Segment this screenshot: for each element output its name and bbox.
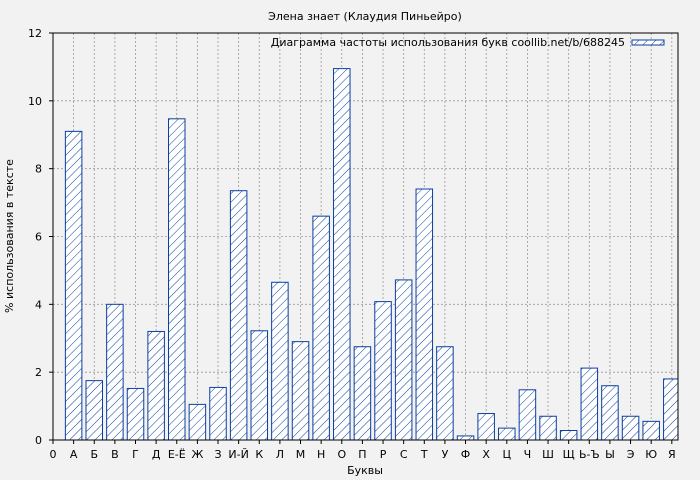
x-axis-label: Буквы (347, 464, 383, 477)
bar-Х (477, 413, 495, 440)
x-tick-label: И-Й (228, 448, 248, 461)
y-tick-label: 6 (35, 231, 42, 244)
x-tick-label: Ю (645, 448, 657, 461)
bar-Я (663, 378, 678, 440)
x-tick-label: Г (132, 448, 139, 461)
bar-Т (415, 188, 434, 440)
x-tick-label: Ш (542, 448, 554, 461)
plot-frame (52, 32, 679, 441)
bar-Г (126, 387, 145, 440)
x-tick-label: Т (420, 448, 428, 461)
legend: Диаграмма частоты использования букв coo… (271, 36, 665, 49)
x-tick-label: Н (317, 448, 325, 461)
bar-Ц (498, 427, 516, 440)
bar-Ч (518, 389, 537, 440)
x-tick-label: Я (668, 448, 676, 461)
x-tick-label: Е-Ё (168, 448, 186, 461)
bar-Р (374, 301, 392, 440)
chart-title: Элена знает (Клаудия Пиньейро) (268, 10, 462, 23)
x-tick-label: С (400, 448, 408, 461)
bar-Н (312, 215, 330, 440)
bar-Ь-Ъ (580, 367, 599, 440)
x-tick-label: Ж (191, 448, 203, 461)
bar-Б (85, 380, 104, 440)
bar-Ю (642, 420, 660, 440)
x-tick-label: Л (276, 448, 284, 461)
x-tick-label: М (296, 448, 306, 461)
bar-З (209, 386, 227, 440)
x-tick-label: П (358, 448, 366, 461)
bar-Ф (456, 435, 475, 440)
x-tick-label: З (214, 448, 221, 461)
x-tick-label: К (255, 448, 263, 461)
bar-И-Й (229, 190, 248, 440)
x-tick-label: А (70, 448, 78, 461)
y-tick-label: 10 (28, 95, 42, 108)
bar-Э (621, 415, 640, 440)
bar-К (250, 330, 269, 440)
bar-А (64, 130, 83, 440)
x-tick-label: Б (90, 448, 98, 461)
y-tick-label: 12 (28, 27, 42, 40)
x-tick-label: Д (152, 448, 161, 461)
y-tick-label: 2 (35, 366, 42, 379)
bar-С (394, 279, 413, 440)
x-tick-label: Х (482, 448, 490, 461)
x-tick-label: Ц (503, 448, 512, 461)
x-tick-label: Ь-Ъ (579, 448, 600, 461)
bars (64, 68, 678, 440)
bar-У (436, 346, 454, 440)
x-tick-label: Р (380, 448, 387, 461)
bar-Щ (559, 430, 578, 440)
x-tick-label: Щ (563, 448, 575, 461)
bar-Ы (601, 385, 619, 440)
y-axis-label: % использования в тексте (3, 159, 16, 313)
bar-О (333, 68, 351, 440)
bar-Ж (188, 403, 207, 440)
legend-label: Диаграмма частоты использования букв coo… (271, 36, 625, 49)
y-tick-label: 0 (35, 434, 42, 447)
x-tick-label: У (442, 448, 449, 461)
bar-Л (271, 281, 289, 440)
bar-М (291, 341, 310, 440)
bar-П (353, 346, 372, 440)
bar-Ш (539, 415, 557, 440)
x-tick-label: О (337, 448, 346, 461)
x-tick-label: В (111, 448, 119, 461)
x-tick-label: Ы (605, 448, 615, 461)
bar-Д (147, 330, 165, 440)
bar-В (106, 303, 124, 440)
x-tick-label: Ф (461, 448, 470, 461)
bar-Е-Ё (168, 118, 186, 440)
y-tick-label: 8 (35, 163, 42, 176)
legend-swatch (631, 39, 665, 46)
x-tick-label: 0 (50, 448, 57, 461)
x-tick-label: Э (627, 448, 635, 461)
x-tick-label: Ч (524, 448, 532, 461)
y-tick-label: 4 (35, 298, 42, 311)
